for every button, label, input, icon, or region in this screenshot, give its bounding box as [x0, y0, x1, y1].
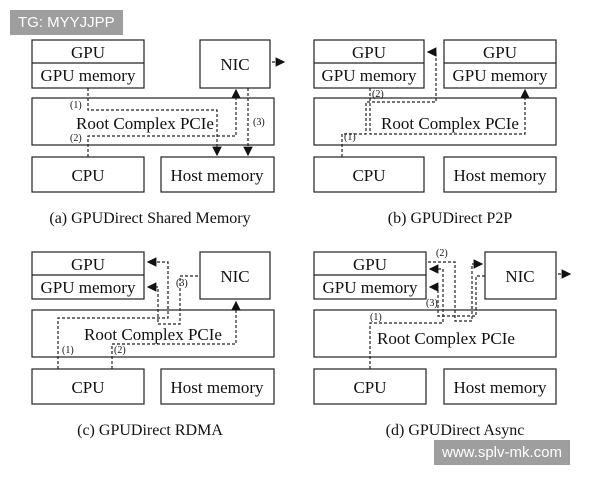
svg-text:Host memory: Host memory — [170, 378, 264, 397]
svg-text:(1): (1) — [370, 312, 382, 323]
cpu-box — [31, 156, 145, 193]
nic-box — [199, 39, 271, 89]
gpu-box — [31, 39, 145, 89]
svg-text:NIC: NIC — [220, 267, 249, 286]
svg-text:(2): (2) — [372, 89, 384, 100]
svg-text:Root Complex PCIe: Root Complex PCIe — [84, 325, 222, 344]
svg-text:GPU: GPU — [352, 43, 386, 62]
svg-text:GPU memory: GPU memory — [322, 66, 417, 85]
cpu-label: CPU — [71, 166, 104, 185]
panel-a: GPU GPU memory NIC Root Complex PCIe CPU… — [31, 39, 286, 227]
caption-d: (d) GPUDirect Async — [386, 422, 525, 439]
svg-text:GPU memory: GPU memory — [323, 278, 418, 297]
svg-text:(3): (3) — [253, 117, 265, 128]
host-memory-label: Host memory — [170, 166, 264, 185]
svg-text:NIC: NIC — [505, 267, 534, 286]
svg-text:CPU: CPU — [352, 166, 385, 185]
svg-text:GPU memory: GPU memory — [41, 278, 136, 297]
svg-text:Root Complex PCIe: Root Complex PCIe — [377, 329, 515, 348]
svg-text:Root Complex PCIe: Root Complex PCIe — [381, 114, 519, 133]
svg-text:(2): (2) — [114, 345, 126, 356]
caption-a: (a) GPUDirect Shared Memory — [49, 210, 250, 227]
svg-text:(2): (2) — [70, 133, 82, 144]
root-complex-box — [31, 97, 275, 146]
caption-c: (c) GPUDirect RDMA — [77, 422, 223, 439]
caption-b: (b) GPUDirect P2P — [388, 210, 513, 227]
svg-text:GPU: GPU — [353, 255, 387, 274]
svg-text:(1): (1) — [62, 345, 74, 356]
panel-d: GPU GPU memory NIC Root Complex PCIe CPU… — [313, 248, 572, 439]
nic-label: NIC — [220, 55, 249, 74]
svg-text:(1): (1) — [344, 132, 356, 143]
svg-text:Host memory: Host memory — [453, 166, 547, 185]
svg-text:GPU memory: GPU memory — [453, 66, 548, 85]
watermark-top: TG: MYYJJPP — [10, 10, 123, 35]
svg-text:CPU: CPU — [71, 378, 104, 397]
watermark-bottom: www.splv-mk.com — [434, 440, 571, 465]
svg-text:Host memory: Host memory — [453, 378, 547, 397]
gpu-memory-label: GPU memory — [41, 66, 136, 85]
svg-text:(2): (2) — [436, 248, 448, 259]
gpu-label: GPU — [71, 43, 105, 62]
panel-c: GPU GPU memory NIC Root Complex PCIe CPU… — [31, 251, 275, 439]
svg-text:(1): (1) — [70, 100, 82, 111]
svg-text:(3): (3) — [176, 278, 188, 289]
svg-text:CPU: CPU — [353, 378, 386, 397]
host-memory-box — [160, 156, 275, 193]
svg-text:GPU: GPU — [483, 43, 517, 62]
svg-text:GPU: GPU — [71, 255, 105, 274]
panel-b: GPU GPU memory GPU GPU memory Root Compl… — [313, 39, 557, 227]
svg-text:(3): (3) — [426, 298, 438, 309]
root-complex-label: Root Complex PCIe — [76, 114, 214, 133]
